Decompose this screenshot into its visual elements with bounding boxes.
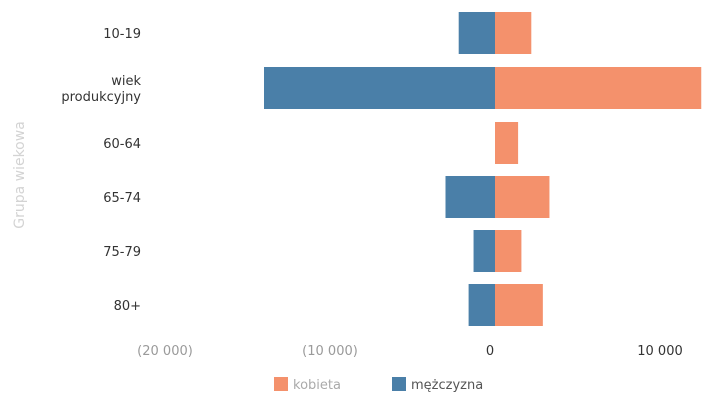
bar-mezczyzna-0 (458, 12, 495, 54)
category-labels: 10-19 wiek produkcyjny 60-64 65-74 75-79 80+ (61, 27, 141, 314)
bar-kobieta-2 (495, 122, 519, 164)
legend-label-kobieta: kobieta (293, 378, 341, 393)
legend-swatch-mezczyzna (392, 377, 406, 391)
bars-group (264, 12, 702, 326)
legend-swatch-kobieta (274, 377, 288, 391)
x-tick-label: 0 (486, 344, 494, 359)
bar-kobieta-4 (495, 230, 522, 272)
x-tick-label: 10 000 (637, 344, 683, 359)
bar-kobieta-3 (495, 176, 550, 218)
bar-kobieta-5 (495, 284, 543, 326)
bar-kobieta-0 (495, 12, 532, 54)
category-label: 60-64 (103, 137, 141, 152)
category-label: 65-74 (103, 191, 141, 206)
bar-mezczyzna-1 (264, 67, 495, 109)
category-label: 80+ (114, 299, 141, 314)
bar-mezczyzna-3 (445, 176, 495, 218)
bar-mezczyzna-4 (473, 230, 495, 272)
y-axis-label: Grupa wiekowa (12, 121, 28, 229)
bar-kobieta-1 (495, 67, 702, 109)
legend: kobieta mężczyzna (274, 377, 483, 393)
x-tick-labels: (20 000) (10 000) 0 10 000 (137, 344, 683, 359)
legend-label-mezczyzna: mężczyzna (411, 378, 483, 393)
category-label: 10-19 (103, 27, 141, 42)
x-tick-label: (10 000) (302, 344, 358, 359)
x-tick-label: (20 000) (137, 344, 193, 359)
bar-mezczyzna-5 (468, 284, 495, 326)
category-label: 75-79 (103, 245, 141, 260)
category-label: wiek produkcyjny (61, 74, 141, 105)
